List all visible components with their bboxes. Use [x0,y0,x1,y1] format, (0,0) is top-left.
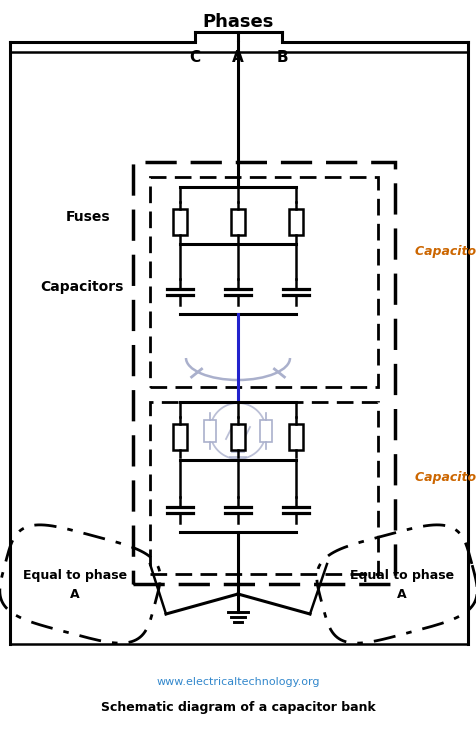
Text: Equal to phase: Equal to phase [23,569,127,583]
Bar [133,162,394,584]
Text: Fuses: Fuses [66,210,110,224]
Text: C: C [189,50,200,64]
Text: Capacitor Bank: Capacitor Bank [414,245,476,258]
Text: Capacitors: Capacitors [40,280,123,294]
Bar [230,209,245,235]
Bar [173,424,187,450]
Text: Equal to phase: Equal to phase [349,569,453,583]
Bar [204,420,216,442]
Bar [288,424,302,450]
Bar [259,420,271,442]
Text: A: A [70,588,79,600]
Text: Schematic diagram of a capacitor bank: Schematic diagram of a capacitor bank [100,701,375,714]
Text: A: A [397,588,406,600]
Bar [10,52,467,644]
Text: www.electricaltechnology.org: www.electricaltechnology.org [156,677,319,687]
Bar [149,402,377,574]
Text: A: A [232,50,243,64]
Bar [173,209,187,235]
Text: Phases: Phases [202,13,273,31]
Bar [230,424,245,450]
Text: B: B [276,50,287,64]
Bar [288,209,302,235]
Bar [149,177,377,387]
Text: Capacitor Bank: Capacitor Bank [414,471,476,484]
